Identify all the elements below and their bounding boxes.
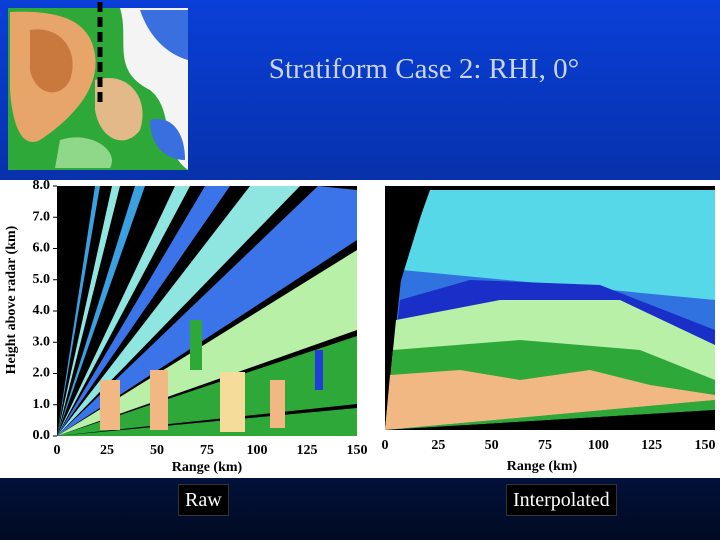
x-tick-label: 125 — [641, 438, 662, 453]
x-tick-label: 150 — [347, 443, 368, 458]
x-tick-label: 0 — [382, 438, 389, 453]
interpolated-caption: Interpolated — [506, 484, 617, 516]
raw-rhi-plot — [57, 186, 357, 436]
y-tick-label: 8.0 — [33, 178, 51, 193]
x-tick-label: 25 — [100, 443, 114, 458]
x-axis-label: Range (km) — [172, 460, 243, 475]
y-tick-label: 4.0 — [33, 303, 51, 318]
raw-caption: Raw — [178, 484, 229, 516]
y-tick-label: 6.0 — [33, 241, 51, 256]
y-tick-label: 2.0 — [33, 366, 51, 381]
y-tick-label: 7.0 — [33, 209, 51, 224]
interpolated-rhi-plot — [385, 186, 715, 430]
x-tick-label: 100 — [247, 443, 268, 458]
x-axis-label: Range (km) — [507, 459, 578, 474]
radar-map — [8, 2, 188, 170]
x-tick-label: 0 — [54, 443, 61, 458]
slide-title: Stratiform Case 2: RHI, 0° — [269, 53, 579, 85]
y-tick-label: 5.0 — [33, 272, 51, 287]
x-tick-label: 50 — [485, 438, 499, 453]
y-tick-label: 1.0 — [33, 397, 51, 412]
x-tick-label: 100 — [588, 438, 609, 453]
x-tick-label: 25 — [431, 438, 445, 453]
y-axis-label: Height above radar (km) — [4, 225, 19, 374]
x-tick-label: 125 — [297, 443, 318, 458]
x-tick-label: 75 — [200, 443, 214, 458]
x-tick-label: 50 — [150, 443, 164, 458]
y-tick-label: 0.0 — [33, 428, 51, 443]
y-tick-label: 3.0 — [33, 334, 51, 349]
x-tick-label: 150 — [695, 438, 716, 453]
x-tick-label: 75 — [538, 438, 552, 453]
